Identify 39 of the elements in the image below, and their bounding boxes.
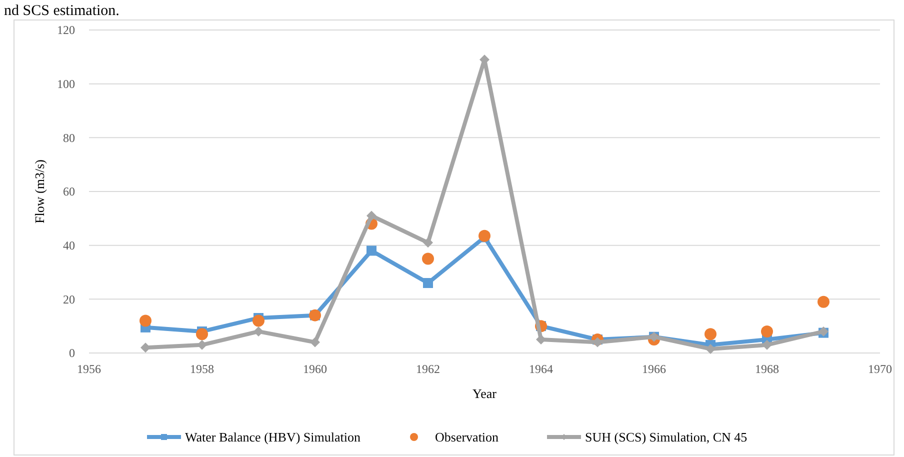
point — [422, 252, 434, 265]
point — [818, 296, 830, 308]
y-axis-title: Flow (m3/s) — [32, 160, 47, 224]
y-tick-label: 40 — [63, 238, 75, 253]
y-tick-label: 0 — [69, 346, 75, 360]
point — [761, 325, 773, 338]
point — [254, 326, 264, 336]
point — [366, 246, 376, 256]
point — [536, 334, 546, 345]
legend-label: Water Balance (HBV) Simulation — [185, 430, 361, 445]
point — [196, 328, 208, 340]
point — [478, 230, 490, 242]
point — [423, 238, 433, 248]
x-tick-label: 1964 — [529, 362, 553, 376]
x-axis-title: Year — [472, 386, 498, 401]
legend-label: SUH (SCS) Simulation, CN 45 — [585, 430, 748, 445]
point — [140, 314, 152, 327]
x-tick-label: 1956 — [77, 362, 101, 376]
point — [762, 340, 772, 350]
point — [592, 337, 602, 348]
point — [423, 278, 433, 288]
x-tick-label: 1958 — [190, 362, 214, 376]
x-tick-label: 1960 — [303, 362, 327, 376]
point — [252, 314, 264, 327]
y-tick-label: 120 — [57, 23, 75, 38]
point — [366, 210, 376, 221]
y-tick-label: 80 — [63, 130, 75, 145]
legend-label: Observation — [435, 430, 500, 445]
x-tick-label: 1968 — [755, 362, 779, 376]
point — [704, 328, 716, 340]
y-tick-label: 60 — [63, 184, 75, 199]
x-tick-label: 1962 — [416, 362, 440, 376]
y-tick-label: 100 — [57, 77, 75, 92]
x-tick-label: 1970 — [868, 362, 892, 376]
x-tick-label: 1966 — [642, 362, 666, 376]
text: nd SCS estimation. — [4, 3, 120, 19]
y-tick-label: 20 — [63, 292, 75, 306]
point — [310, 337, 320, 348]
point — [706, 344, 716, 354]
